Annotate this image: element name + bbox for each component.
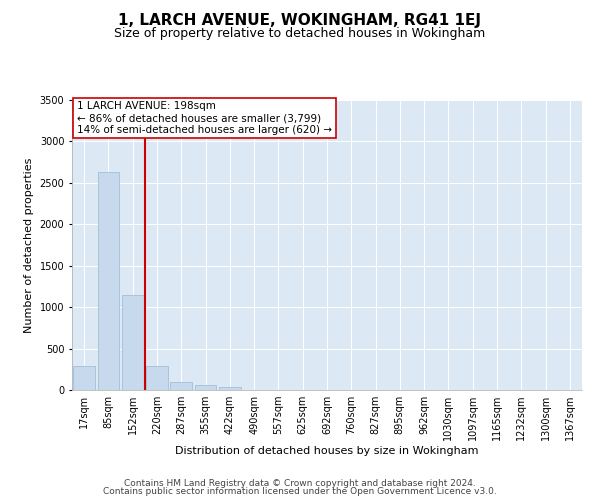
Text: Contains HM Land Registry data © Crown copyright and database right 2024.: Contains HM Land Registry data © Crown c… bbox=[124, 478, 476, 488]
Bar bbox=[73, 366, 95, 390]
Text: Contains public sector information licensed under the Open Government Licence v3: Contains public sector information licen… bbox=[103, 487, 497, 496]
X-axis label: Distribution of detached houses by size in Wokingham: Distribution of detached houses by size … bbox=[175, 446, 479, 456]
Text: Size of property relative to detached houses in Wokingham: Size of property relative to detached ho… bbox=[115, 28, 485, 40]
Bar bbox=[146, 366, 168, 390]
Bar bbox=[219, 386, 241, 390]
Y-axis label: Number of detached properties: Number of detached properties bbox=[24, 158, 34, 332]
Bar bbox=[97, 172, 119, 390]
Bar bbox=[122, 294, 143, 390]
Bar bbox=[170, 382, 192, 390]
Bar bbox=[194, 386, 217, 390]
Text: 1 LARCH AVENUE: 198sqm
← 86% of detached houses are smaller (3,799)
14% of semi-: 1 LARCH AVENUE: 198sqm ← 86% of detached… bbox=[77, 102, 332, 134]
Text: 1, LARCH AVENUE, WOKINGHAM, RG41 1EJ: 1, LARCH AVENUE, WOKINGHAM, RG41 1EJ bbox=[119, 12, 482, 28]
